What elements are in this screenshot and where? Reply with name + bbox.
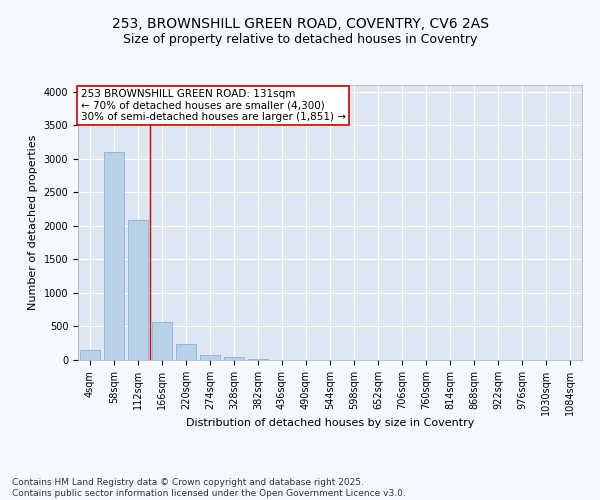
- Bar: [152, 322, 172, 360]
- X-axis label: Distribution of detached houses by size in Coventry: Distribution of detached houses by size …: [186, 418, 474, 428]
- Text: Contains HM Land Registry data © Crown copyright and database right 2025.
Contai: Contains HM Land Registry data © Crown c…: [12, 478, 406, 498]
- Bar: [128, 220, 148, 360]
- Text: 253, BROWNSHILL GREEN ROAD, COVENTRY, CV6 2AS: 253, BROWNSHILL GREEN ROAD, COVENTRY, CV…: [112, 18, 488, 32]
- Bar: [176, 344, 196, 360]
- Bar: [224, 358, 244, 360]
- Text: Size of property relative to detached houses in Coventry: Size of property relative to detached ho…: [123, 32, 477, 46]
- Text: 253 BROWNSHILL GREEN ROAD: 131sqm
← 70% of detached houses are smaller (4,300)
3: 253 BROWNSHILL GREEN ROAD: 131sqm ← 70% …: [80, 89, 346, 122]
- Y-axis label: Number of detached properties: Number of detached properties: [28, 135, 38, 310]
- Bar: [104, 152, 124, 360]
- Bar: [80, 350, 100, 360]
- Bar: [200, 356, 220, 360]
